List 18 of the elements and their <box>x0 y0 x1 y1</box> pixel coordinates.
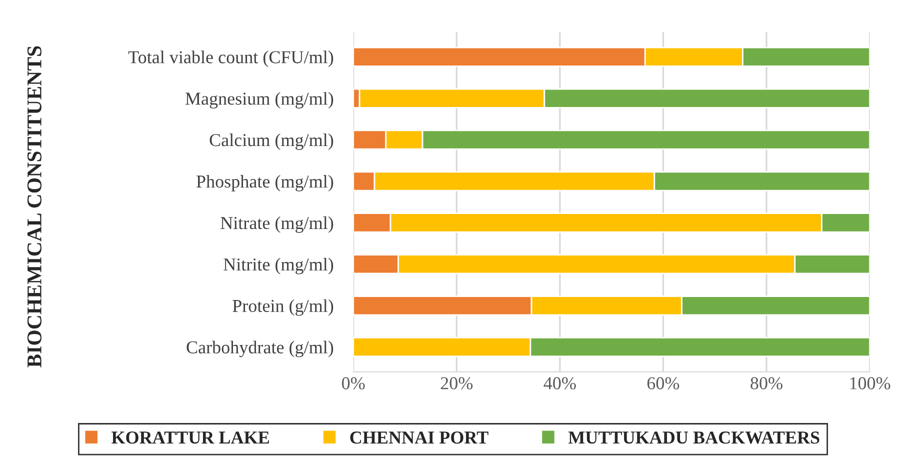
y-tick-label: Total viable count (CFU/ml) <box>128 50 334 68</box>
legend-label: KORATTUR LAKE <box>112 432 269 444</box>
y-tick-label: Protein (g/ml) <box>232 299 334 316</box>
y-tick-label: Calcium (mg/ml) <box>210 134 334 150</box>
x-tick-label: 100% <box>850 377 890 390</box>
x-tick-label: 40% <box>544 377 576 390</box>
y-tick-label: Nitrite (mg/ml) <box>224 258 334 274</box>
y-tick-label: Nitrate (mg/ml) <box>220 216 334 233</box>
legend-label: CHENNAI PORT <box>350 432 488 444</box>
y-tick-label: Carbohydrate (g/ml) <box>186 340 334 358</box>
legend-label: MUTTUKADU BACKWATERS <box>568 432 820 444</box>
x-tick-label: 0% <box>342 377 365 390</box>
x-tick-label: 20% <box>440 377 473 390</box>
y-tick-label: Phosphate (mg/ml) <box>196 174 334 192</box>
x-tick-label: 80% <box>750 377 782 390</box>
x-tick-label: 60% <box>647 377 680 390</box>
y-axis-title: BIOCHEMICAL CONSTITUENTS <box>27 46 42 368</box>
y-tick-label: Magnesium (mg/ml) <box>185 92 334 108</box>
